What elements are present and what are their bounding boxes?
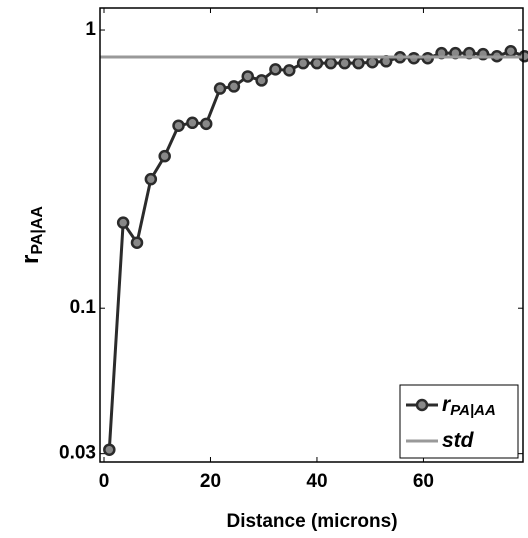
x-tick-label: 0 — [99, 471, 110, 492]
data-point — [144, 172, 158, 186]
legend-marker — [415, 398, 429, 412]
data-point — [352, 56, 365, 70]
y-tick-label: 0.03 — [59, 443, 96, 464]
data-point — [504, 44, 518, 58]
x-tick-label: 40 — [306, 471, 327, 492]
data-point — [130, 236, 144, 249]
data-point — [255, 74, 268, 87]
data-point — [158, 149, 171, 163]
data-point — [296, 56, 310, 70]
legend-label: rPA|AA — [442, 393, 496, 419]
data-point — [241, 70, 254, 83]
x-axis-label: Distance (microns) — [226, 511, 397, 532]
legend-name: r — [442, 393, 452, 416]
data-point — [199, 117, 213, 131]
data-point — [213, 82, 227, 95]
data-point — [310, 56, 324, 70]
data-point — [186, 116, 199, 130]
data-point — [366, 55, 379, 69]
data-point — [227, 80, 241, 93]
data-point — [324, 56, 338, 70]
legend-label: std — [442, 429, 475, 452]
y-axis-label: rPA|AA — [17, 206, 46, 264]
y-label-main: r — [17, 255, 44, 264]
plot-frame — [99, 7, 524, 463]
data-point — [172, 119, 185, 132]
y-tick-label: 1 — [85, 19, 96, 40]
legend-box — [399, 384, 519, 459]
data-point — [116, 216, 130, 229]
x-tick-label: 20 — [200, 471, 221, 492]
data-point — [269, 63, 282, 76]
data-point — [103, 443, 116, 456]
x-tick-label: 60 — [413, 471, 434, 492]
legend-name: std — [442, 429, 475, 452]
y-label-sub: PA|AA — [29, 206, 46, 255]
y-tick-label: 0.1 — [70, 297, 97, 318]
legend-sub: PA|AA — [450, 402, 496, 419]
data-point — [283, 64, 296, 77]
data-point — [338, 56, 351, 70]
